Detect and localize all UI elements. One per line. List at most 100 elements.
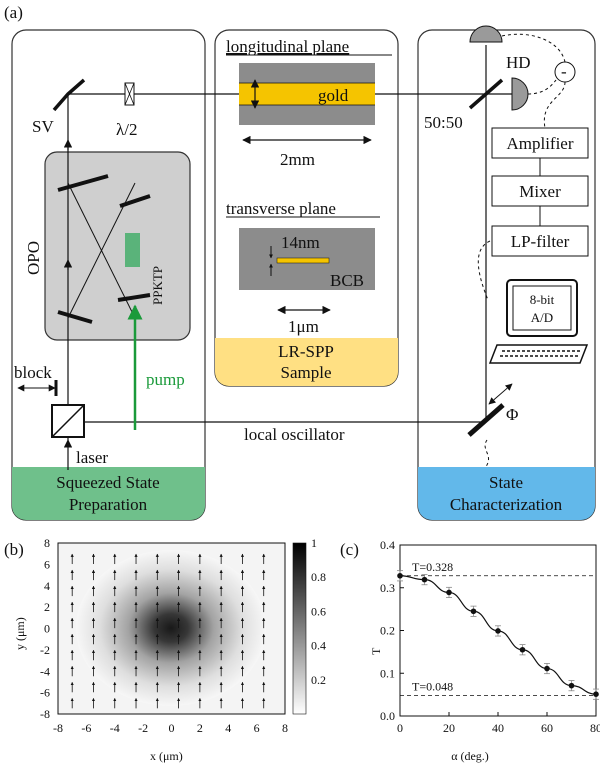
y-tick-label: 4: [44, 579, 50, 593]
field-map: [57, 542, 286, 715]
adc-label-line1: 8-bit: [530, 292, 555, 307]
photodiode-right: [511, 77, 529, 111]
colorbar-tick-label: 0.6: [311, 604, 326, 618]
amplifier-box: [491, 127, 589, 159]
mixer-label: Mixer: [519, 182, 561, 201]
squeezed-state-label-line2: Preparation: [69, 495, 148, 514]
ppktp-label: PPKTP: [150, 266, 165, 305]
beam-splitter-diagonal: [51, 404, 85, 438]
y-tick-label: 0.3: [380, 581, 395, 595]
data-point: [568, 682, 575, 689]
x-tick-label: -8: [53, 721, 63, 735]
wire-top: [501, 33, 566, 63]
x-tick-label: -4: [110, 721, 120, 735]
y-tick-label: -2: [40, 643, 50, 657]
amplifier-label: Amplifier: [506, 134, 573, 153]
characterization-label-line2: Characterization: [450, 495, 563, 514]
y-tick-label: 0.4: [380, 538, 395, 552]
data-point: [421, 576, 428, 583]
longitudinal-plane-label: longitudinal plane: [226, 37, 349, 56]
photodiode-top: [469, 25, 503, 43]
local-oscillator-label: local oscillator: [244, 425, 345, 444]
transverse-plane-label: transverse plane: [226, 199, 336, 218]
x-tick-label: 20: [443, 721, 455, 735]
panel-a-tag: (a): [4, 3, 23, 22]
chart-xlabel: α (deg.): [451, 749, 489, 763]
y-tick-label: 0.0: [380, 709, 395, 723]
length-label: 2mm: [280, 150, 315, 169]
y-tick-label: 0.2: [380, 624, 395, 638]
minus-label: -: [561, 62, 567, 81]
sv-label: SV: [32, 117, 54, 136]
half-wave-plate: [124, 82, 135, 106]
panel-b-ylabel: y (μm): [13, 617, 27, 650]
gold-stripe: [239, 83, 375, 105]
opo-mirror-top-right: [119, 194, 151, 208]
opo-label: OPO: [24, 241, 43, 275]
y-tick-label: -6: [40, 686, 50, 700]
opo-mirror-top-left: [57, 174, 109, 192]
mixer-box: [491, 175, 589, 207]
colorbar-tick-label: 0.8: [311, 570, 326, 584]
phi-label: Φ: [506, 405, 518, 424]
reference-line-label: T=0.048: [412, 679, 453, 693]
panel-c-tag: (c): [340, 540, 359, 559]
gold-cross-section: [276, 257, 330, 264]
y-tick-label: 6: [44, 557, 50, 571]
opo-mirror-bottom-right: [117, 293, 151, 302]
piezo-wire: [484, 439, 490, 469]
data-point: [446, 589, 452, 596]
characterization-label-line1: State: [489, 473, 523, 492]
squeezed-state-label-line1: Squeezed State: [56, 473, 159, 492]
reference-line-label: T=0.328: [412, 560, 453, 574]
y-tick-label: 0: [44, 622, 50, 636]
x-tick-label: 6: [254, 721, 260, 735]
y-tick-label: -4: [40, 664, 50, 678]
x-tick-label: 2: [197, 721, 203, 735]
data-point: [544, 665, 550, 672]
y-tick-label: 8: [44, 536, 50, 550]
x-tick-label: 60: [541, 721, 553, 735]
hd-label: HD: [506, 53, 531, 72]
colorbar-ticks: 1 0.8 0.6 0.4 0.2: [311, 536, 326, 687]
gold-label: gold: [318, 86, 349, 105]
opo-cavity: [44, 151, 191, 341]
phase-arrow: [488, 383, 513, 405]
x-tick-label: 40: [492, 721, 504, 735]
data-point: [495, 628, 501, 634]
phase-mirror: [467, 403, 505, 437]
y-tick-label: -8: [40, 707, 50, 721]
laser-label: laser: [76, 448, 108, 467]
x-tick-label: 0: [397, 721, 403, 735]
field-arrows: [70, 553, 266, 709]
data-point: [593, 691, 599, 697]
x-tick-label: 0: [169, 721, 175, 735]
chart-ylabel: T: [369, 647, 383, 655]
wire-right: [527, 79, 557, 95]
sample-label-line1: LR-SPP: [278, 342, 334, 361]
colorbar-tick-label: 1: [311, 536, 317, 550]
x-tick-label: 80: [590, 721, 600, 735]
x-tick-label: -2: [138, 721, 148, 735]
adc-label-line2: A/D: [531, 310, 553, 325]
sample-label-bg: [215, 338, 398, 386]
half-wave-plate-label: λ/2: [116, 120, 137, 139]
pump-label: pump: [146, 370, 185, 389]
characterization-section: State Characterization: [417, 29, 596, 521]
block-label: block: [14, 363, 52, 382]
colorbar-tick-label: 0.2: [311, 673, 326, 687]
width-label: 1μm: [288, 317, 319, 336]
opo-mirror-bottom-left: [57, 310, 93, 324]
panel-b-tag: (b): [4, 540, 24, 559]
y-tick-label: 0.1: [380, 666, 395, 680]
data-point: [397, 572, 403, 579]
colorbar-tick-label: 0.4: [311, 639, 326, 653]
colorbar: [292, 542, 307, 715]
field-map-ticks: -8-8 -6 -6 -4 -4 -2 -2 0 0 2 2 4 4 6 6 8 8: [40, 536, 288, 735]
thickness-label: 14nm: [281, 233, 320, 252]
squeezed-state-label-bg: [12, 467, 205, 520]
panel-b-xlabel: x (μm): [150, 749, 183, 763]
splitter-label: 50:50: [424, 113, 463, 132]
data-point: [470, 608, 477, 615]
